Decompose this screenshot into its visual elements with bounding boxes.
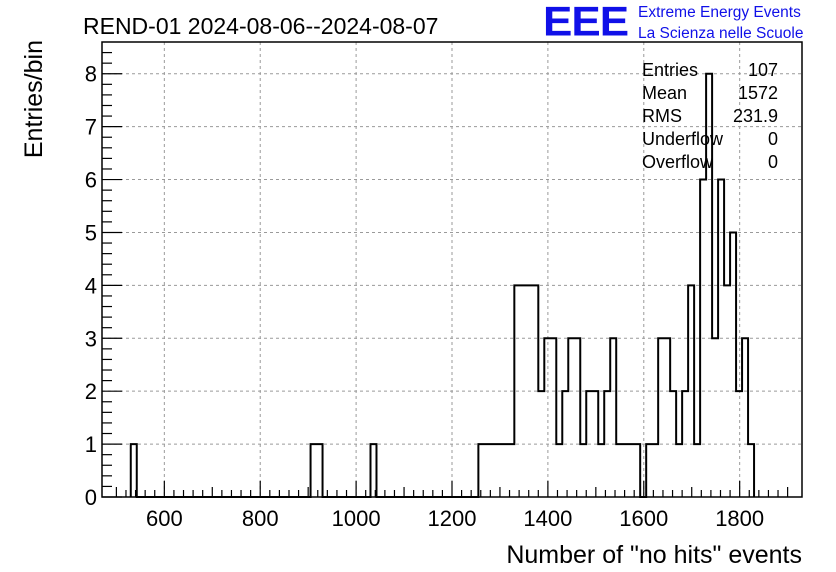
histogram-bin [556, 444, 562, 497]
y-tick-label: 3 [85, 326, 97, 351]
histogram-bin [712, 338, 718, 497]
x-tick-label: 1400 [523, 506, 572, 531]
histogram-bin [694, 444, 700, 497]
y-axis-label: Entries/bin [20, 40, 48, 158]
histogram-bin [502, 444, 508, 497]
stats-value: 0 [768, 152, 778, 172]
x-axis-ticks: 600 800 1000 1200 1400 1600 1800 [115, 481, 789, 531]
y-tick-label: 5 [85, 220, 97, 245]
eee-logo: EEE Extreme Energy Events La Scienza nel… [543, 0, 833, 45]
y-tick-label: 4 [85, 273, 97, 298]
y-tick-label: 0 [85, 485, 97, 510]
histogram-bin [490, 444, 496, 497]
x-tick-label: 600 [146, 506, 183, 531]
grid-lines [102, 42, 802, 497]
histogram-bin [484, 444, 490, 497]
x-tick-label: 1200 [428, 506, 477, 531]
stats-box: Entries 107 Mean 1572 RMS 231.9 Underflow 0 Over… [642, 60, 778, 172]
y-tick-label: 1 [85, 432, 97, 457]
histogram-bin [652, 444, 658, 497]
eee-logo-mark: EEE [543, 0, 629, 45]
stats-value: 1572 [738, 83, 778, 103]
histogram-bin [676, 444, 682, 497]
logo-line-1: Extreme Energy Events [638, 4, 801, 21]
histogram-bin [622, 444, 628, 497]
stats-label: Overflow [642, 152, 714, 172]
y-tick-label: 7 [85, 115, 97, 140]
stats-value: 0 [768, 129, 778, 149]
x-tick-label: 1000 [332, 506, 381, 531]
chart-title: REND-01 2024-08-06--2024-08-07 [83, 13, 438, 39]
stats-label: Underflow [642, 129, 724, 149]
logo-line-2: La Scienza nelle Scuole [638, 25, 804, 42]
y-tick-label: 6 [85, 168, 97, 193]
stats-label: Entries [642, 60, 698, 80]
stats-value: 231.9 [733, 106, 778, 126]
histogram-bin [508, 444, 514, 497]
histogram-bin [598, 444, 604, 497]
y-tick-label: 8 [85, 62, 97, 87]
x-axis-label: Number of "no hits" events [506, 541, 802, 569]
x-tick-label: 800 [242, 506, 279, 531]
histogram-bin [628, 444, 634, 497]
stats-label: Mean [642, 83, 687, 103]
histogram-bin [580, 444, 586, 497]
histogram-bin [616, 444, 622, 497]
y-tick-label: 2 [85, 379, 97, 404]
stats-value: 107 [748, 60, 778, 80]
stats-label: RMS [642, 106, 682, 126]
x-tick-label: 1800 [715, 506, 764, 531]
y-axis-ticks: 0 1 2 3 4 5 6 7 8 [85, 51, 122, 510]
x-tick-label: 1600 [619, 506, 668, 531]
